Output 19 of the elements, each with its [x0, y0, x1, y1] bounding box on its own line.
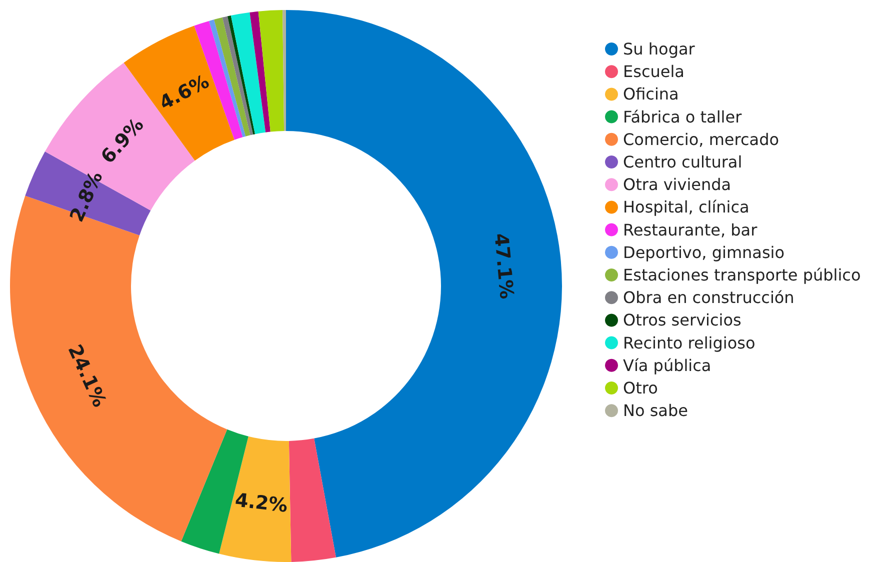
legend-label: Restaurante, bar: [623, 220, 758, 240]
legend-label: Vía pública: [623, 356, 712, 375]
data-label: 47.1%: [490, 232, 518, 300]
legend-label: Otro: [623, 378, 658, 398]
legend-label: Otra vivienda: [623, 175, 732, 194]
legend-label: Comercio, mercado: [623, 130, 780, 149]
legend-label: No sabe: [623, 401, 688, 420]
legend-label: Centro cultural: [623, 152, 742, 172]
legend-label: Estaciones transporte público: [623, 266, 861, 284]
legend-label: Su hogar: [623, 40, 696, 58]
legend-label: Fábrica o taller: [623, 107, 742, 126]
legend-label: Otros servicios: [623, 310, 742, 330]
legend-label: Oficina: [623, 84, 679, 104]
legend-label: Obra en construcción: [623, 288, 794, 308]
legend-label: Hospital, clínica: [623, 198, 750, 217]
legend-label: Deportivo, gimnasio: [623, 242, 785, 262]
legend-label: Escuela: [623, 62, 684, 82]
legend-label: Recinto religioso: [623, 333, 756, 352]
data-label: 4.2%: [234, 489, 289, 518]
